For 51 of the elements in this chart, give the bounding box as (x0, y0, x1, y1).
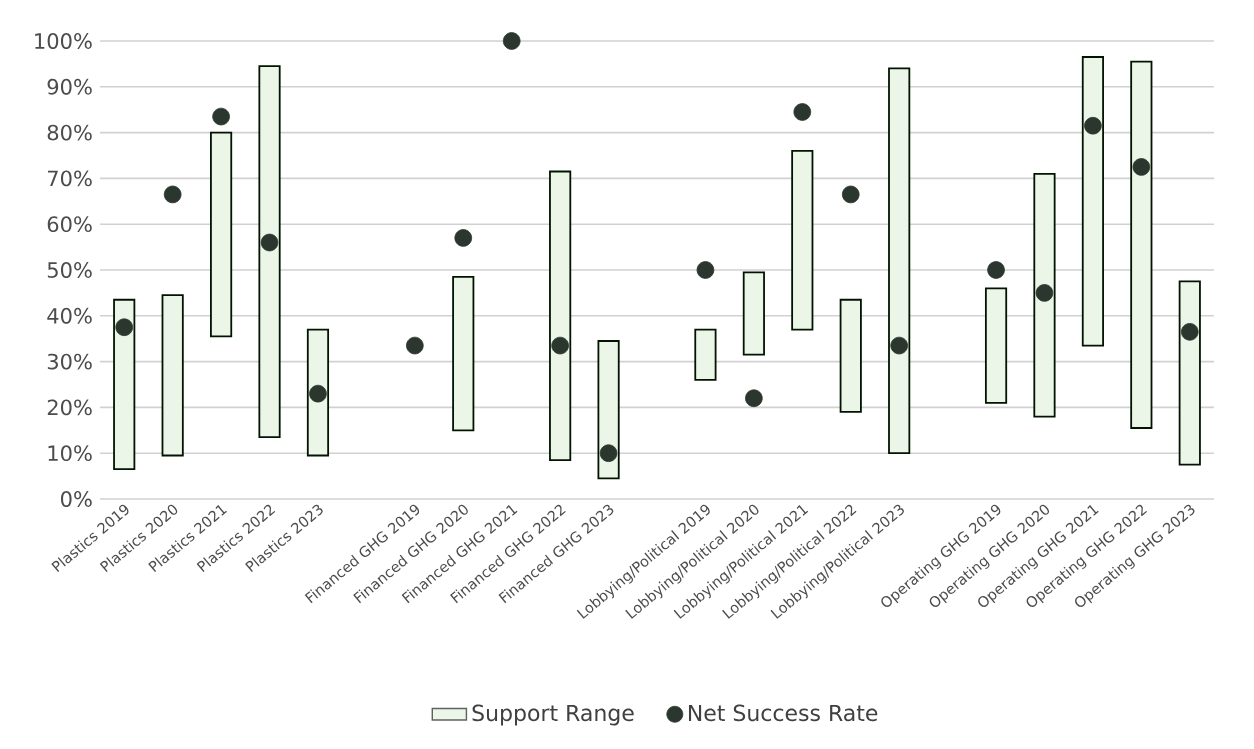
point (793, 103, 812, 121)
y-tick-label: 20% (47, 399, 92, 416)
y-tick-label: 50% (47, 262, 92, 278)
point (260, 233, 279, 252)
point (745, 389, 763, 408)
y-tick-label: 60% (47, 216, 92, 233)
point (309, 384, 327, 403)
bar (742, 271, 765, 356)
point (551, 336, 569, 355)
y-tick-label: 30% (47, 353, 92, 370)
point (1084, 116, 1102, 135)
point (212, 107, 230, 126)
bar (984, 287, 1008, 404)
point (1132, 158, 1151, 176)
bar (210, 131, 233, 338)
point (841, 185, 860, 204)
y-tick-label: 80% (47, 124, 92, 141)
point (454, 229, 473, 247)
bar (1033, 172, 1056, 418)
y-tick-label: 70% (47, 170, 92, 187)
y-tick-label: 90% (47, 78, 92, 95)
point (406, 336, 424, 355)
point (890, 336, 908, 355)
bar (791, 150, 814, 331)
y-tick-label: 10% (48, 445, 92, 462)
point (1180, 323, 1199, 341)
point (987, 261, 1005, 279)
bar (549, 170, 572, 461)
point (163, 185, 182, 204)
bar (1178, 280, 1201, 466)
bar (839, 298, 862, 413)
bar (452, 275, 475, 432)
y-tick-label: 0% (61, 491, 92, 507)
bar (258, 65, 281, 439)
y-tick-label: 40% (47, 307, 92, 324)
point (599, 444, 618, 462)
point (696, 261, 715, 279)
point (115, 318, 134, 337)
bar (1130, 60, 1153, 429)
bar (1081, 56, 1104, 347)
legend-label: Net Success Rate (688, 704, 878, 722)
bar (161, 294, 184, 457)
bar (306, 328, 330, 457)
bar (694, 328, 717, 381)
bar (888, 67, 911, 455)
bar (597, 340, 620, 480)
legend-label: Support Range (472, 704, 634, 726)
point (502, 32, 521, 50)
y-tick-label: 100% (35, 33, 92, 49)
point (1035, 284, 1054, 302)
bar (113, 298, 136, 471)
